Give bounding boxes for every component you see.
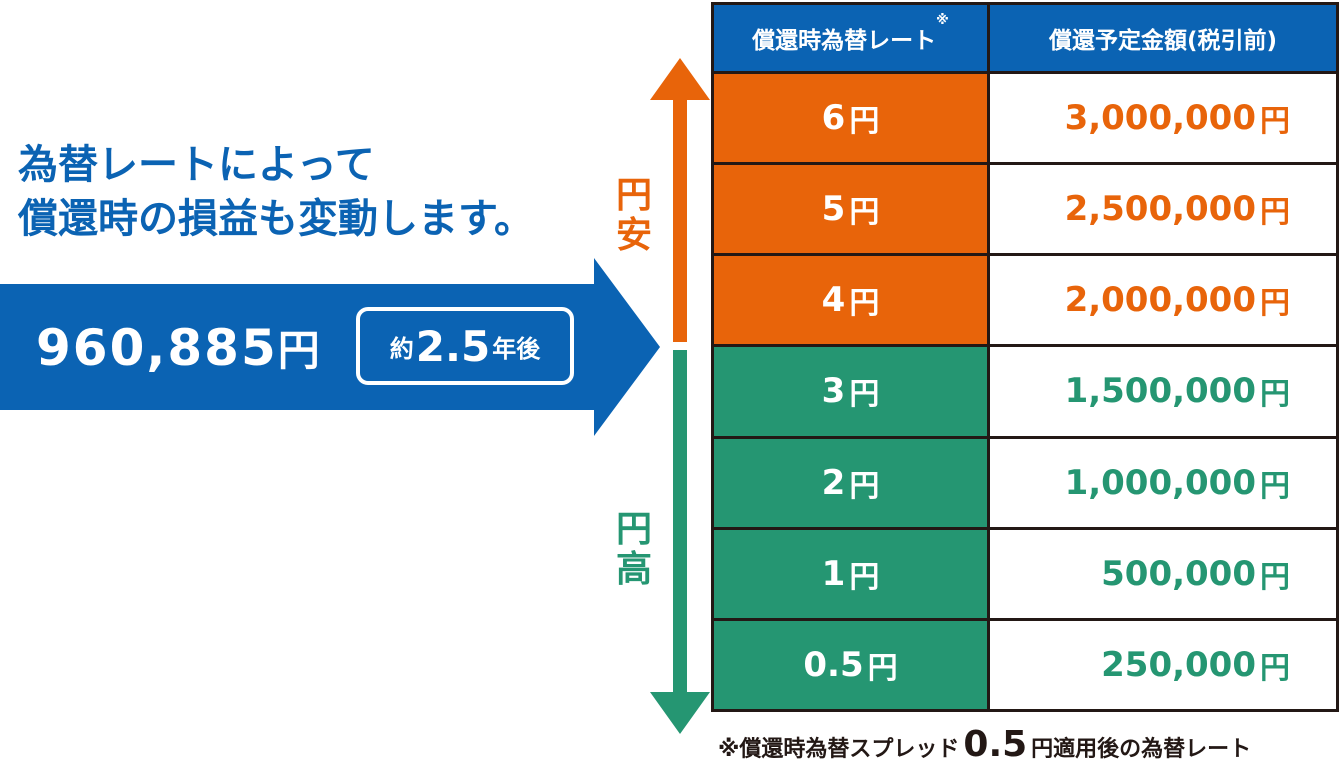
weak-yen-label: 円安 [614,176,654,256]
amount-cell: 2,000,000 円 [990,256,1336,345]
weak-yen-text: 円安 [615,175,652,256]
amount-cell: 1,500,000 円 [990,347,1336,436]
weak-yen-arrow [650,58,710,342]
investment-arrow [0,258,660,436]
amount-cell: 500,000 円 [990,529,1336,618]
period-badge: 約 2.5 年後 [356,307,574,385]
rate-cell: 0.5 円 [714,620,987,709]
amount-cell: 1,000,000 円 [990,438,1336,527]
amount-cell: 3,000,000 円 [990,74,1336,163]
header-amount: 償還予定金額(税引前) [990,5,1336,71]
headline-line-1: 為替レートによって [18,142,375,188]
strong-yen-arrow [650,350,710,734]
direction-arrow [650,58,710,734]
strong-yen-label: 円高 [614,510,654,590]
strong-yen-text: 円高 [615,509,652,590]
investment-amount: 960,885円 [36,319,320,377]
amount-cell: 250,000 円 [990,620,1336,709]
headline: 為替レートによって 償還時の損益も変動します。 [18,138,534,246]
amount-cell: 2,500,000 円 [990,165,1336,254]
header-rate: 償還時為替レート ※ [714,5,987,71]
headline-line-2: 償還時の損益も変動します。 [18,196,534,242]
footnote: ※償還時為替スプレッド 0.5 円適用後の為替レート [718,724,1252,765]
